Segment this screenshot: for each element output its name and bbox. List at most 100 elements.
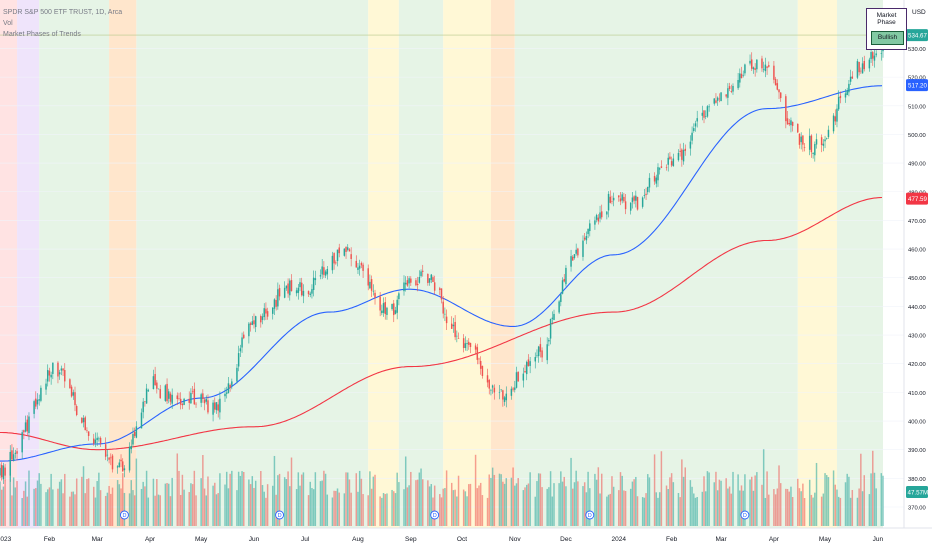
candle-body xyxy=(836,108,838,122)
dividend-icon xyxy=(430,510,440,520)
x-tick-label: Jun xyxy=(249,536,260,543)
currency-label[interactable]: USD xyxy=(912,9,926,16)
volume-bar xyxy=(522,490,525,526)
candle-body xyxy=(50,374,52,378)
candle-body xyxy=(599,212,601,219)
candle-body xyxy=(314,278,317,281)
volume-bar xyxy=(205,495,207,526)
candle-body xyxy=(595,215,598,220)
volume-bar xyxy=(272,485,274,526)
candle-body xyxy=(800,136,802,143)
candle-body xyxy=(560,294,562,302)
candle-body xyxy=(299,282,301,288)
candle-body xyxy=(478,358,480,360)
volume-bar xyxy=(788,491,790,526)
phase-indicator-legend[interactable]: Market Phases of Trends xyxy=(3,31,81,38)
volume-bar xyxy=(645,493,647,526)
candle-body xyxy=(858,61,860,73)
y-tick-label: 430.00 xyxy=(908,334,926,340)
volume-bar xyxy=(75,478,78,526)
volume-bar xyxy=(476,488,479,526)
volume-bar xyxy=(667,489,669,526)
candle-body xyxy=(64,370,66,382)
volume-bar xyxy=(681,459,683,526)
candle-body xyxy=(754,68,756,70)
candle-body xyxy=(761,58,763,69)
volume-bar xyxy=(12,477,15,526)
candle-body xyxy=(58,372,61,375)
time-axis[interactable]: 2023 Feb Mar Apr May Jun Jul Aug Sep Oct Nov Dec 202… xyxy=(0,536,884,543)
candle-body xyxy=(681,149,683,160)
x-tick-label: Dec xyxy=(560,536,572,543)
y-tick-label: 420.00 xyxy=(908,362,926,368)
candle-body xyxy=(589,223,591,232)
volume-legend[interactable]: Vol xyxy=(3,20,13,27)
candle-body xyxy=(225,392,228,394)
x-tick-label: 2024 xyxy=(612,536,627,543)
volume-bar xyxy=(379,496,381,526)
volume-bar xyxy=(797,478,799,526)
dividend-icon-letter: D xyxy=(122,513,126,519)
volume-bar xyxy=(725,478,727,526)
volume-bar xyxy=(701,491,704,526)
volume-bar xyxy=(672,482,675,526)
volume-bar xyxy=(108,485,110,526)
volume-bar xyxy=(643,497,646,526)
candle-body xyxy=(169,393,172,402)
candle-body xyxy=(159,389,161,399)
volume-bar xyxy=(191,484,194,526)
x-tick-label: Mar xyxy=(715,536,727,543)
candle-body xyxy=(524,371,526,373)
volume-bar xyxy=(372,476,375,526)
candle-body xyxy=(503,397,506,402)
volume-bar xyxy=(732,471,734,526)
candle-body xyxy=(539,344,542,352)
y-tick-label: 370.00 xyxy=(908,506,926,512)
volume-bar xyxy=(703,476,705,526)
volume-bar xyxy=(882,475,884,526)
candle-body xyxy=(764,64,767,72)
candle-body xyxy=(260,316,262,323)
volume-bar xyxy=(534,496,536,526)
volume-bar xyxy=(140,488,143,526)
candle-body xyxy=(672,158,675,167)
volume-bars xyxy=(0,449,884,526)
candle-body xyxy=(48,370,51,376)
volume-bar xyxy=(169,496,172,526)
market-phase-value: Bullish xyxy=(871,31,904,45)
volume-bar xyxy=(779,483,782,526)
volume-bar xyxy=(219,473,221,526)
candle-body xyxy=(94,439,97,444)
symbol-legend[interactable]: SPDR S&P 500 ETF TRUST, 1D, Arca xyxy=(3,9,123,16)
candle-body xyxy=(502,390,504,400)
volume-bar xyxy=(307,495,310,526)
volume-bar xyxy=(751,476,753,526)
candle-body xyxy=(444,313,446,315)
volume-bar xyxy=(537,473,540,526)
candle-body xyxy=(691,132,693,141)
candle-body xyxy=(416,283,419,286)
candle-body xyxy=(798,133,801,145)
volume-bar xyxy=(123,492,126,526)
volume-bar xyxy=(486,497,489,526)
volume-bar xyxy=(203,488,206,526)
volume-bar xyxy=(742,490,744,526)
candle-body xyxy=(863,60,865,70)
candle-body xyxy=(679,150,681,152)
volume-bar xyxy=(14,487,17,526)
candle-body xyxy=(572,256,574,261)
volume-bar xyxy=(135,458,138,526)
volume-bar xyxy=(510,477,513,526)
volume-bar xyxy=(357,491,359,526)
volume-bar xyxy=(338,492,340,526)
candle-body xyxy=(808,135,811,150)
volume-bar xyxy=(848,476,850,526)
volume-bar xyxy=(679,497,681,526)
candle-body xyxy=(188,398,190,403)
candle-body xyxy=(302,290,305,297)
price-axis[interactable]: 530.00520.00510.00500.00490.00480.00470.… xyxy=(908,47,926,512)
candle-body xyxy=(541,350,543,358)
candle-body xyxy=(36,399,39,405)
candle-body xyxy=(74,392,76,406)
